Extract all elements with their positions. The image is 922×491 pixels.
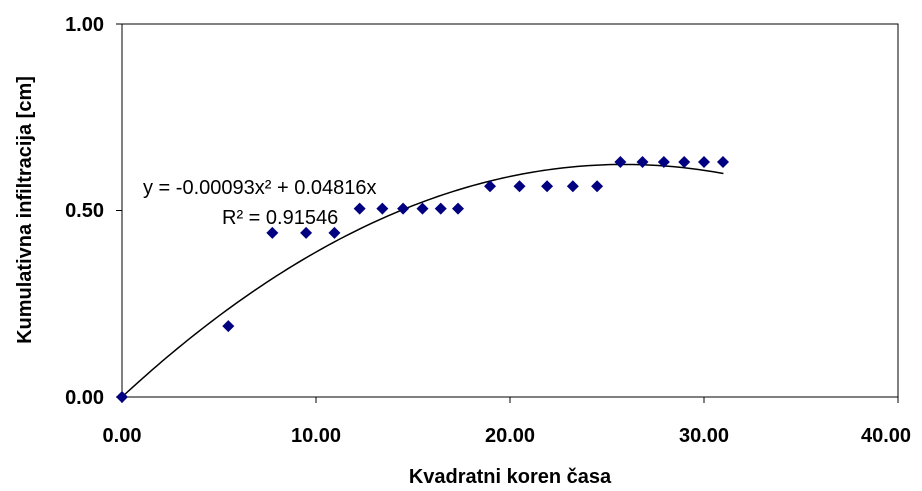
- data-point: [717, 156, 730, 169]
- data-point: [614, 156, 627, 169]
- data-point: [300, 226, 313, 239]
- x-tick-label: 10.00: [291, 425, 341, 447]
- data-point: [657, 156, 670, 169]
- trendline-r-squared: R² = 0.91546: [222, 207, 338, 229]
- x-tick-label: 0.00: [103, 425, 142, 447]
- data-point: [397, 202, 410, 215]
- data-point: [376, 202, 389, 215]
- data-point: [484, 180, 497, 193]
- data-point: [222, 320, 235, 333]
- data-point: [698, 156, 710, 169]
- data-point: [452, 202, 465, 215]
- y-axis-title: Kumulativna infiltracija [cm]: [14, 76, 36, 344]
- data-point: [328, 226, 341, 239]
- x-tick-label: 30.00: [679, 425, 729, 447]
- data-point: [566, 180, 579, 193]
- data-point: [678, 156, 691, 169]
- data-point: [266, 226, 279, 239]
- y-tick-label: 1.00: [65, 14, 104, 36]
- data-point: [434, 202, 447, 215]
- plot-area: [121, 23, 899, 398]
- x-axis-title: Kvadratni koren časa: [409, 466, 612, 488]
- data-point: [116, 391, 128, 403]
- x-tick-label: 20.00: [485, 425, 535, 447]
- y-tick-label: 0.50: [65, 200, 104, 222]
- data-point: [636, 156, 649, 169]
- data-point: [353, 202, 366, 215]
- data-point: [416, 202, 429, 215]
- data-point: [541, 180, 554, 193]
- data-point: [591, 180, 604, 193]
- trendline-equation: y = -0.00093x² + 0.04816x: [143, 177, 377, 199]
- y-tick-label: 0.00: [65, 387, 104, 409]
- data-points: [116, 156, 730, 403]
- data-point: [513, 180, 526, 193]
- x-tick-label: 40.00: [861, 425, 911, 447]
